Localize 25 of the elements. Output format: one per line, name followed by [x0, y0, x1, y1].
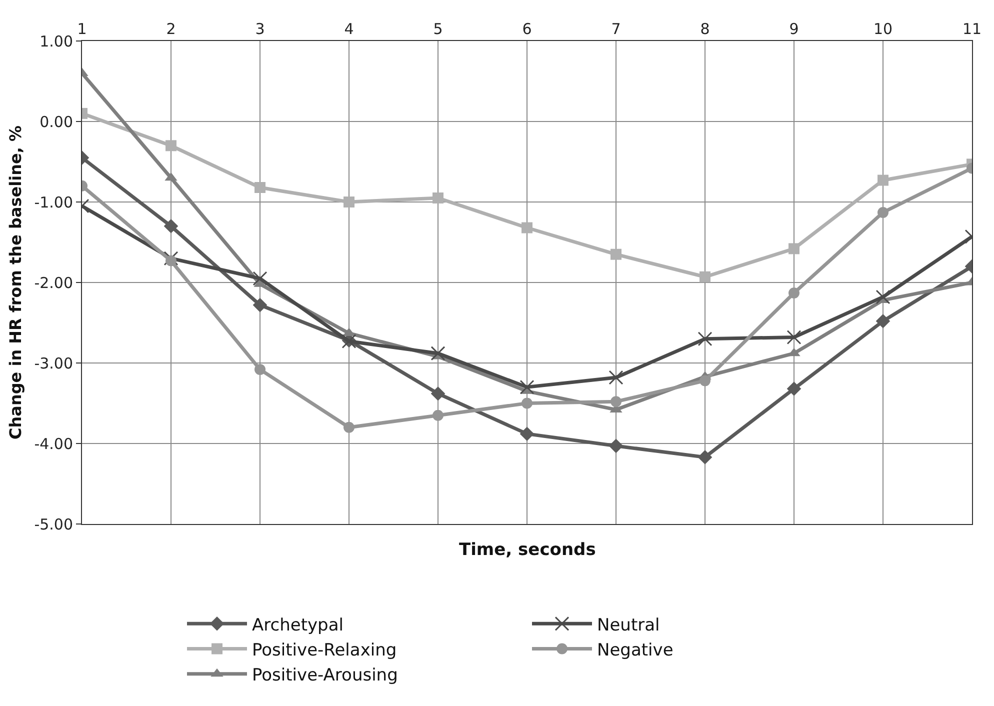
legend-label: Neutral: [597, 615, 660, 636]
y-tick-label: -4.00: [34, 434, 73, 453]
legend-label: Archetypal: [252, 615, 344, 636]
legend-label: Positive-Relaxing: [252, 640, 397, 660]
x-tick-label: 11: [962, 20, 982, 38]
x-tick-label: 8: [700, 20, 710, 38]
x-tick-label: 3: [255, 20, 265, 38]
x-tick-label: 1: [77, 20, 87, 38]
y-tick-label: 0.00: [40, 112, 73, 131]
x-tick-label: 6: [522, 20, 532, 38]
x-tick-label: 5: [433, 20, 443, 38]
x-tick-label: 9: [789, 20, 799, 38]
y-tick-label: -5.00: [34, 515, 73, 534]
legend-label: Negative: [597, 640, 674, 660]
x-tick-label: 10: [873, 20, 893, 38]
x-tick-label: 7: [611, 20, 621, 38]
x-tick-label: 2: [166, 20, 176, 38]
y-axis-title: Change in HR from the baseline, %: [6, 126, 26, 440]
y-tick-label: -2.00: [34, 274, 73, 292]
y-tick-label: 1.00: [40, 32, 73, 50]
x-axis-title: Time, seconds: [459, 540, 596, 560]
y-tick-label: -3.00: [34, 354, 73, 372]
x-tick-label: 4: [344, 20, 354, 38]
y-tick-label: -1.00: [34, 193, 73, 212]
legend-label: Positive-Arousing: [252, 665, 398, 686]
